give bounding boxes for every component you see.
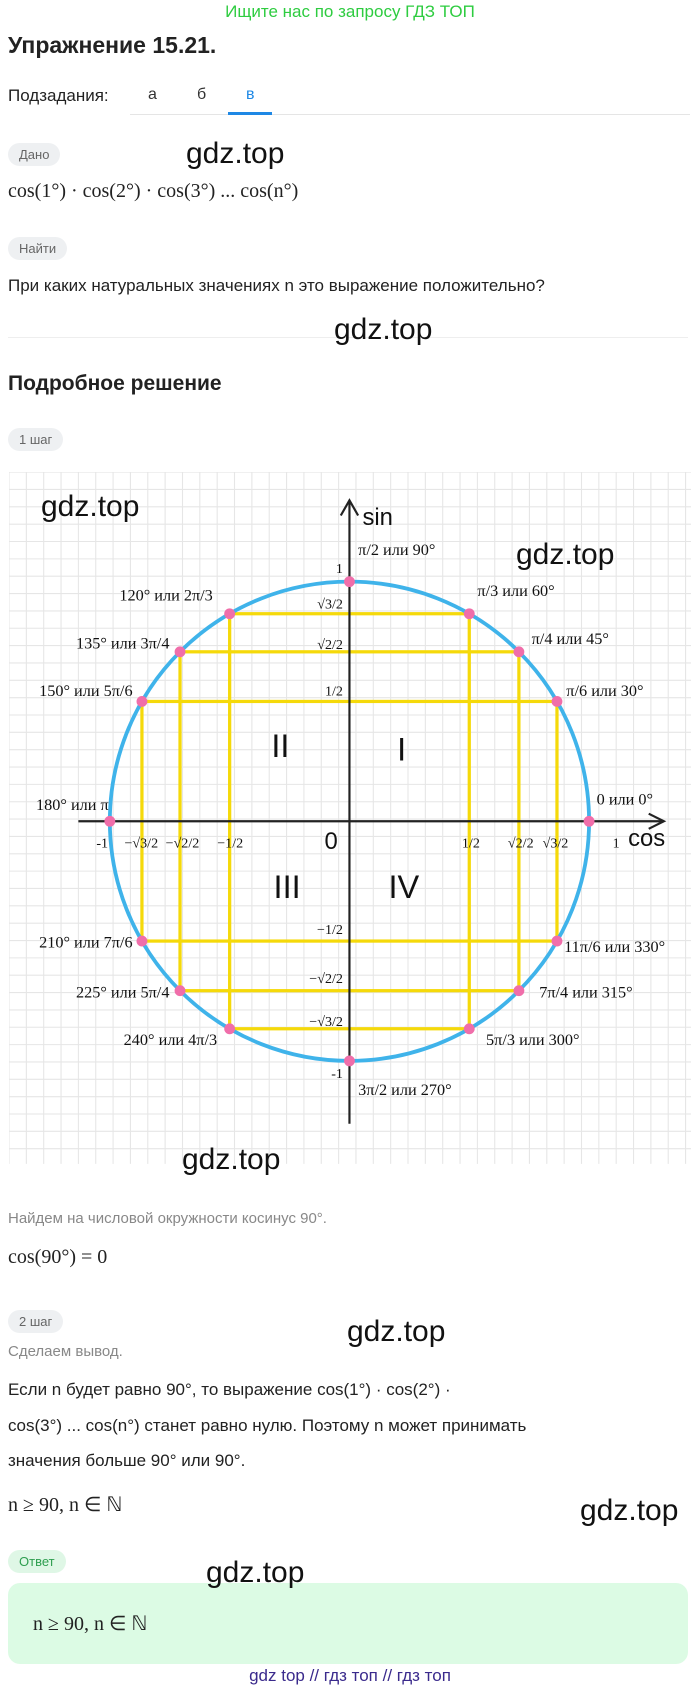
quadrant-label: II: [271, 728, 289, 764]
point: [344, 1055, 355, 1067]
divider: [8, 337, 688, 338]
point: [174, 646, 186, 658]
conclusion-line: cos(3°) ... cos(n°) станет равно нулю. П…: [8, 1416, 527, 1435]
point: [104, 815, 116, 827]
x-tick-label: 1/2: [462, 835, 480, 851]
y-tick-label: -1: [331, 1066, 343, 1082]
quadrant-label: III: [274, 869, 301, 905]
footer[interactable]: gdz top // гдз топ // гдз топ: [249, 1666, 451, 1685]
answer: n ≥ 90, n ∈ ℕ: [33, 1613, 148, 1635]
point: [174, 985, 186, 997]
point: [224, 608, 236, 620]
y-tick-label: −1/2: [317, 922, 343, 938]
axis-label: sin: [362, 504, 392, 531]
conclusion-line: Если n будет равно 90°, то выражение cos…: [8, 1380, 451, 1399]
tab[interactable]: а: [148, 86, 157, 103]
x-arrow: [648, 812, 667, 830]
point-label: π/2 или 90°: [358, 541, 435, 559]
tab-active[interactable]: в: [246, 86, 255, 103]
x-tick-label: −√2/2: [166, 835, 200, 851]
point-label: π/4 или 45°: [532, 630, 609, 648]
watermark: gdz.top: [186, 137, 285, 170]
point-label: 5π/3 или 300°: [486, 1031, 579, 1049]
y-tick-label: 1: [336, 561, 343, 577]
axis-label: cos: [628, 825, 665, 852]
point: [513, 646, 525, 658]
badge: Найти: [8, 237, 68, 260]
point-label: 0 или 0°: [597, 790, 653, 808]
badge: Ответ: [8, 1550, 66, 1573]
point: [551, 696, 563, 707]
watermark: gdz.top: [41, 490, 140, 523]
point: [551, 935, 563, 947]
point: [136, 696, 148, 707]
point-label: 120° или 2π/3: [119, 587, 212, 605]
find-text: При каких натуральных значениях n это вы…: [8, 276, 545, 295]
section-title: Подробное решение: [8, 372, 222, 395]
answer-box: [8, 1583, 688, 1664]
point: [583, 815, 595, 827]
x-tick-label: √3/2: [543, 835, 569, 851]
watermark: gdz.top: [347, 1315, 446, 1348]
tab-underline: [228, 112, 272, 115]
watermark: gdz.top: [334, 313, 433, 346]
point: [224, 1023, 236, 1035]
y-tick-label: −√2/2: [309, 971, 343, 987]
y-tick-label: 1/2: [325, 683, 343, 699]
formula: n ≥ 90, n ∈ ℕ: [8, 1494, 123, 1516]
point-label: 180° или π: [36, 796, 109, 814]
point-label: 3π/2 или 270°: [358, 1081, 451, 1099]
step-text: Найдем на числовой окружности косинус 90…: [8, 1210, 327, 1227]
point: [344, 576, 355, 588]
y-arrow: [339, 498, 360, 517]
point-label: 135° или 3π/4: [76, 634, 169, 652]
point: [463, 1023, 475, 1035]
x-tick-label: −√3/2: [124, 835, 158, 851]
step-text: Сделаем вывод.: [8, 1343, 123, 1360]
point-label: 225° или 5π/4: [76, 983, 169, 1001]
point-label: π/6 или 30°: [566, 682, 643, 700]
given-formula: cos(1°) · cos(2°) · cos(3°) ... cos(n°): [8, 180, 299, 202]
point-label: 150° или 5π/6: [39, 682, 132, 700]
watermark: gdz.top: [206, 1556, 305, 1589]
tabs-label: Подзадания:: [8, 86, 109, 105]
x-tick-label: 1: [613, 835, 620, 851]
point: [136, 935, 148, 947]
origin-label: 0: [325, 828, 338, 855]
point: [463, 608, 475, 620]
x-tick-label: √2/2: [508, 835, 534, 851]
badge: Дано: [8, 143, 61, 166]
badge: 2 шаг: [8, 1310, 64, 1333]
y-tick-label: √2/2: [317, 637, 343, 653]
y-tick-label: √3/2: [317, 597, 343, 613]
conclusion-line: значения больше 90° или 90°.: [8, 1451, 246, 1470]
y-tick-label: −√3/2: [309, 1014, 343, 1030]
title: Упражнение 15.21.: [8, 32, 217, 58]
formula: cos(90°) = 0: [8, 1246, 108, 1268]
watermark: gdz.top: [182, 1143, 281, 1176]
watermark: gdz.top: [516, 538, 615, 571]
tab-line: [130, 114, 690, 115]
quadrant-label: IV: [388, 869, 419, 905]
banner[interactable]: Ищите нас по запросу ГДЗ ТОП: [225, 2, 475, 21]
point-label: 210° или 7π/6: [39, 934, 132, 952]
point-label: 11π/6 или 330°: [564, 938, 665, 956]
point: [513, 985, 525, 997]
tab[interactable]: б: [197, 86, 207, 103]
badge: 1 шаг: [8, 428, 64, 451]
point-label: 240° или 4π/3: [124, 1031, 217, 1049]
quadrant-label: I: [397, 731, 406, 767]
watermark: gdz.top: [580, 1494, 679, 1527]
point-label: 7π/4 или 315°: [539, 983, 632, 1001]
x-tick-label: -1: [96, 835, 108, 851]
x-tick-label: −1/2: [217, 835, 243, 851]
point-label: π/3 или 60°: [477, 582, 554, 600]
